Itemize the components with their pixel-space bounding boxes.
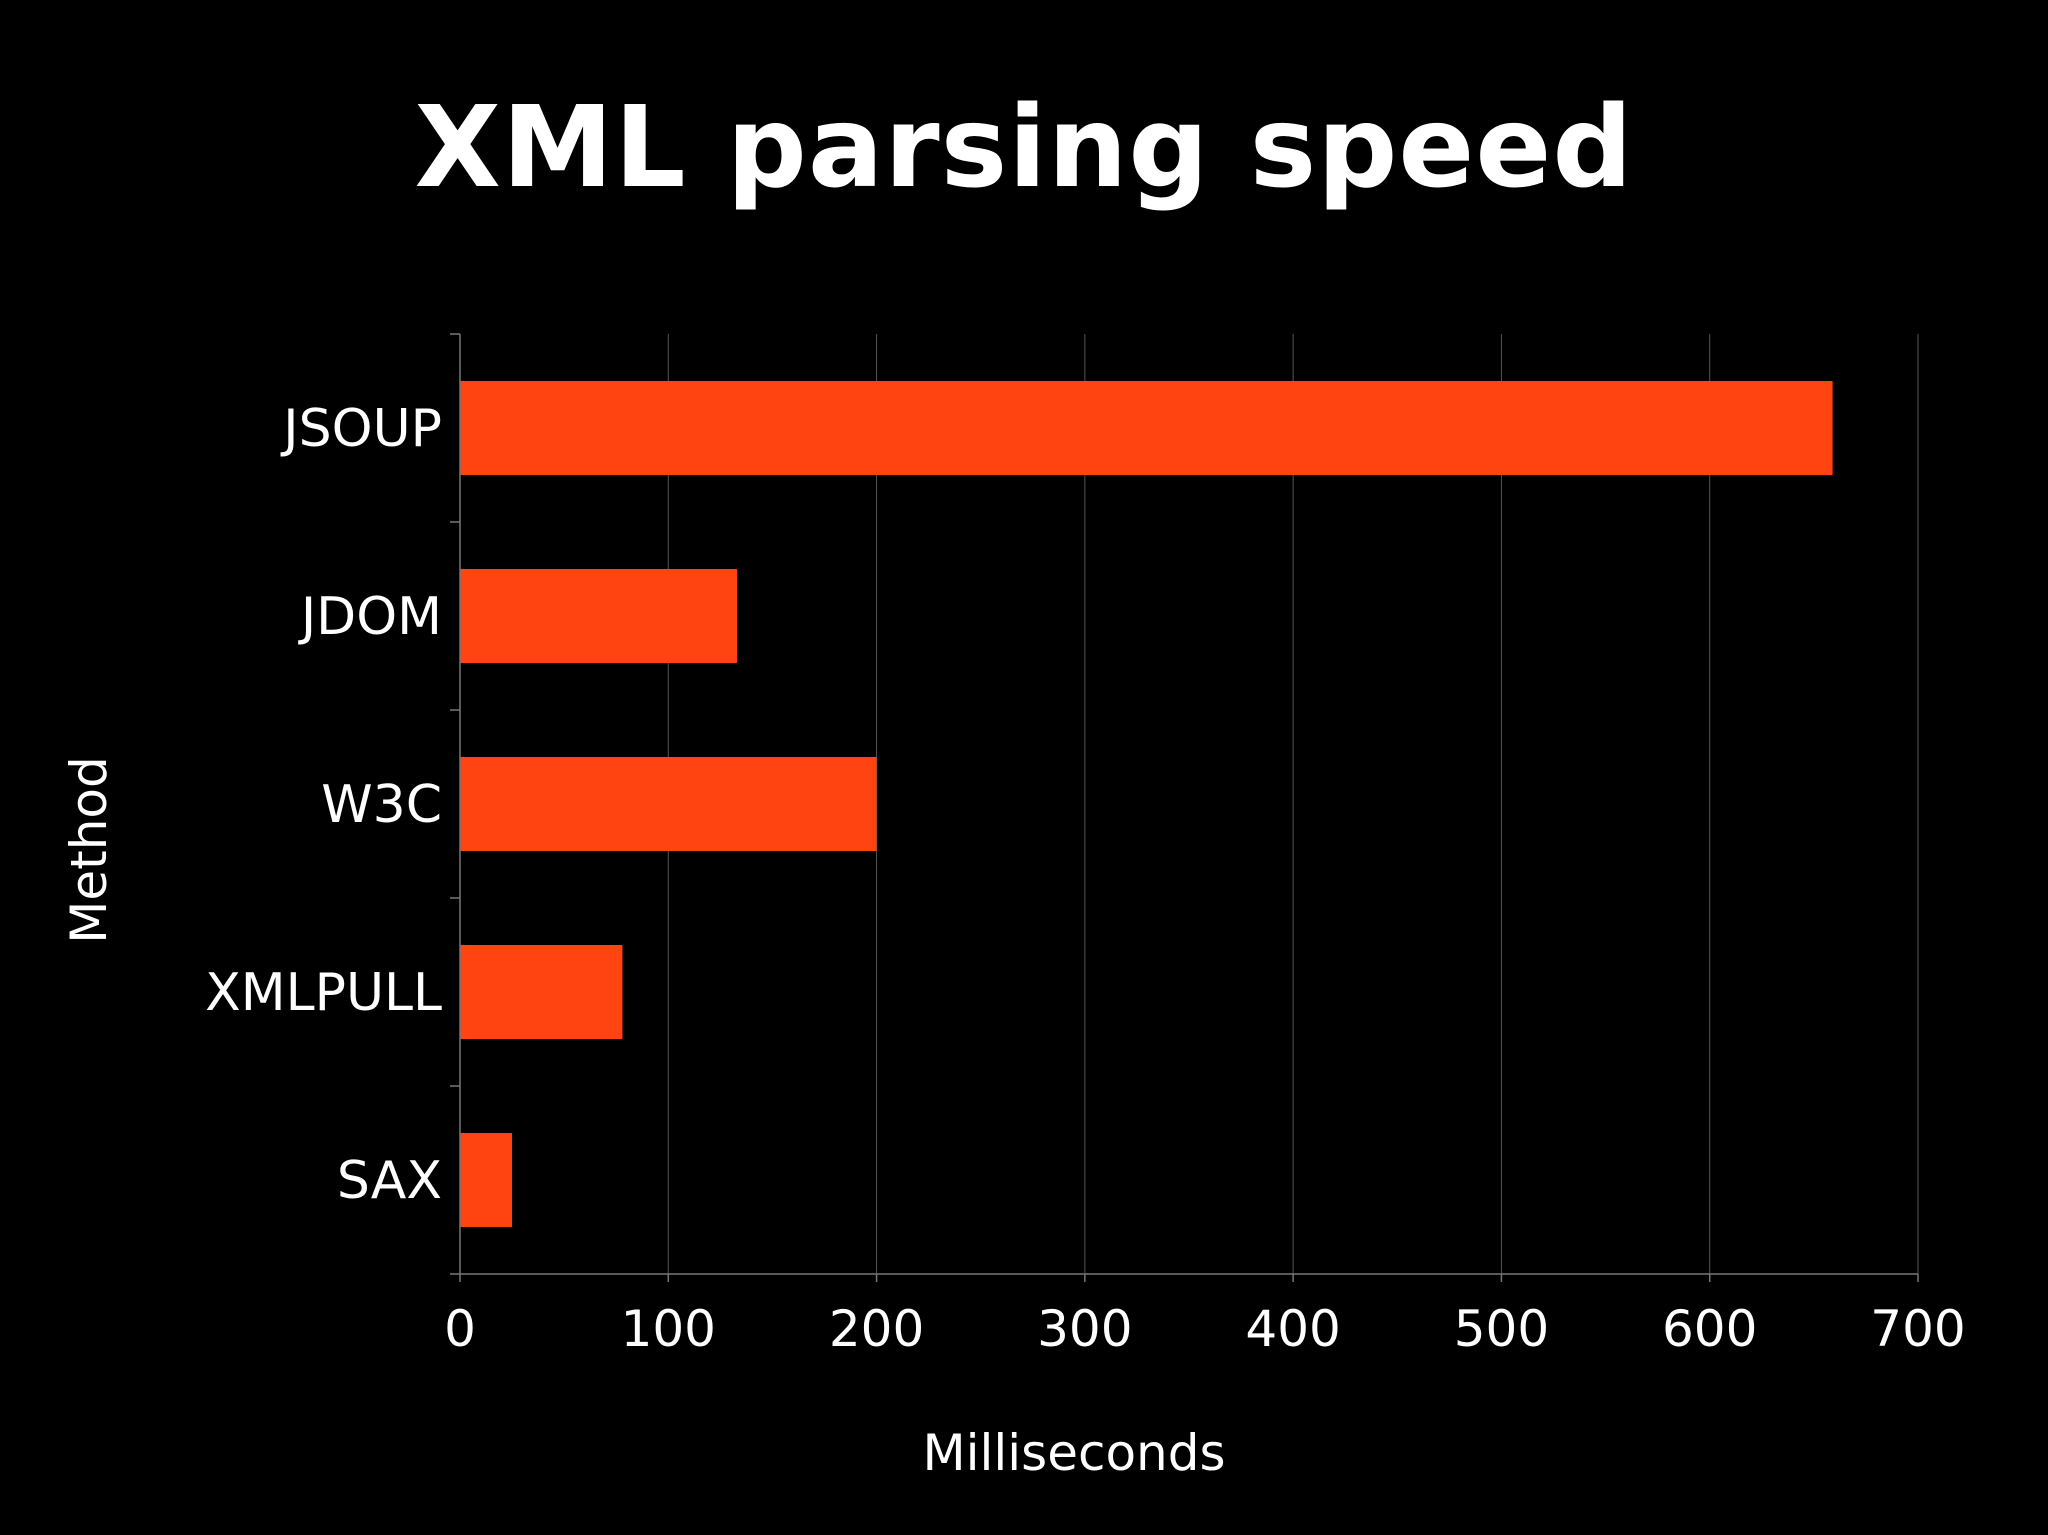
category-label: W3C (321, 775, 442, 835)
x-tick-label: 200 (829, 1300, 924, 1358)
labels: 0 100 200 300 400 500 600 700 JSOUP JDOM W3C XMLPUL… (205, 399, 1966, 1358)
category-label: JSOUP (280, 399, 442, 459)
bar-sax (460, 1133, 513, 1227)
axes (450, 333, 1919, 1282)
bar-w3c (460, 757, 877, 851)
x-tick-label: 700 (1870, 1300, 1965, 1358)
category-label: SAX (337, 1151, 442, 1211)
x-tick-label: 0 (444, 1300, 476, 1358)
bar-jdom (460, 569, 738, 663)
x-tick-label: 500 (1454, 1300, 1549, 1358)
category-label: JDOM (298, 587, 442, 647)
x-tick-label: 400 (1245, 1300, 1340, 1358)
x-tick-label: 300 (1037, 1300, 1132, 1358)
x-axis-title: Milliseconds (922, 1424, 1225, 1482)
chart-title: XML parsing speed (414, 83, 1634, 213)
y-axis-title: Method (60, 756, 118, 944)
category-label: XMLPULL (205, 963, 442, 1023)
bar-jsoup (460, 381, 1833, 475)
x-tick-label: 100 (621, 1300, 716, 1358)
x-tick-label: 600 (1662, 1300, 1757, 1358)
bar-xmlpull (460, 945, 623, 1039)
bars (460, 381, 1833, 1227)
